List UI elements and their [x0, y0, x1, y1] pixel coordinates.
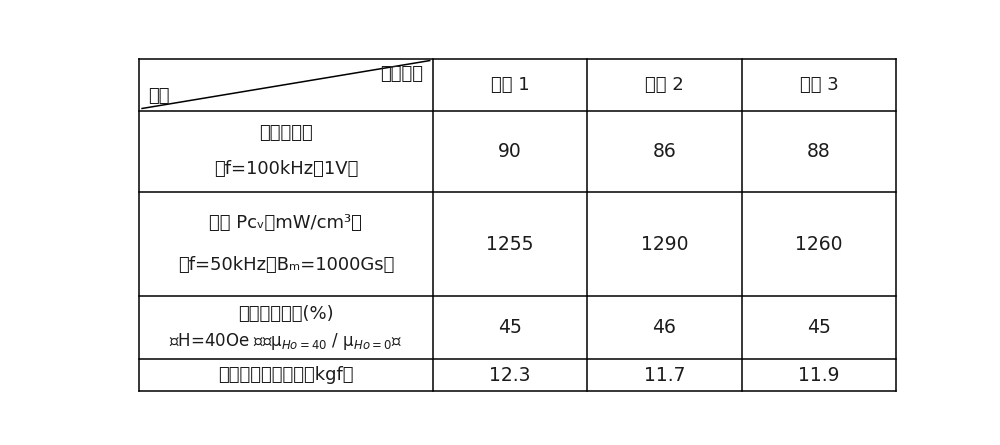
Text: 86: 86 [653, 142, 676, 161]
Text: 45: 45 [807, 318, 831, 337]
Text: （H=40Oe 时，μ$_{Ho=40}$ / μ$_{Ho=0}$）: （H=40Oe 时，μ$_{Ho=40}$ / μ$_{Ho=0}$） [169, 331, 403, 352]
Text: 45: 45 [498, 318, 522, 337]
Text: （f=100kHz，1V）: （f=100kHz，1V） [214, 160, 358, 178]
Text: 性能: 性能 [148, 87, 170, 105]
Text: 铁损 Pᴄᵥ（mW/cm³）: 铁损 Pᴄᵥ（mW/cm³） [209, 214, 362, 232]
Text: 磁环径向抗拉强度（kgf）: 磁环径向抗拉强度（kgf） [218, 366, 354, 384]
Text: 46: 46 [653, 318, 676, 337]
Text: 90: 90 [498, 142, 522, 161]
Text: 1260: 1260 [795, 235, 843, 254]
Text: 样品 2: 样品 2 [645, 76, 684, 93]
Text: 11.7: 11.7 [644, 366, 685, 384]
Text: 12.3: 12.3 [489, 366, 531, 384]
Text: 11.9: 11.9 [798, 366, 840, 384]
Text: （f=50kHz、Bₘ=1000Gs）: （f=50kHz、Bₘ=1000Gs） [178, 256, 394, 274]
Text: 88: 88 [807, 142, 831, 161]
Text: 1255: 1255 [486, 235, 534, 254]
Text: 样品 3: 样品 3 [800, 76, 838, 93]
Text: 样品编号: 样品编号 [380, 65, 423, 83]
Text: 1290: 1290 [641, 235, 688, 254]
Text: 直流偏磁特性(%): 直流偏磁特性(%) [238, 305, 334, 323]
Text: 有效磁导率: 有效磁导率 [259, 125, 313, 142]
Text: 样品 1: 样品 1 [491, 76, 529, 93]
